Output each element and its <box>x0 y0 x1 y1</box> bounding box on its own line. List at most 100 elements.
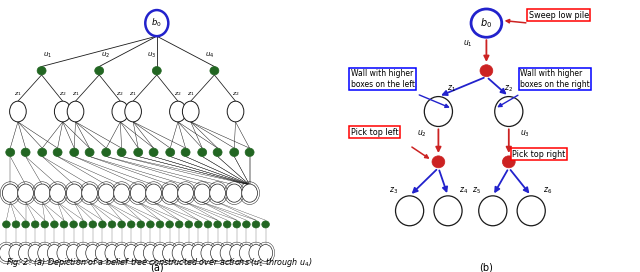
Ellipse shape <box>28 245 42 261</box>
Ellipse shape <box>210 184 225 202</box>
Ellipse shape <box>434 196 462 226</box>
Ellipse shape <box>3 184 18 202</box>
Ellipse shape <box>60 221 68 228</box>
Ellipse shape <box>12 221 20 228</box>
Ellipse shape <box>227 184 242 202</box>
Ellipse shape <box>38 148 47 156</box>
Ellipse shape <box>102 148 111 156</box>
Ellipse shape <box>131 184 146 202</box>
Ellipse shape <box>213 148 222 156</box>
Ellipse shape <box>89 221 97 228</box>
Ellipse shape <box>191 245 205 261</box>
Ellipse shape <box>70 148 79 156</box>
Ellipse shape <box>37 67 46 75</box>
Text: (b): (b) <box>479 263 493 272</box>
Ellipse shape <box>54 101 71 122</box>
Ellipse shape <box>198 148 207 156</box>
Ellipse shape <box>53 148 62 156</box>
Ellipse shape <box>178 184 193 202</box>
Ellipse shape <box>252 221 260 228</box>
Ellipse shape <box>243 221 250 228</box>
Ellipse shape <box>134 245 148 261</box>
Ellipse shape <box>124 245 138 261</box>
Ellipse shape <box>220 245 234 261</box>
Ellipse shape <box>195 221 202 228</box>
Ellipse shape <box>95 245 109 261</box>
Ellipse shape <box>239 245 253 261</box>
Ellipse shape <box>134 148 143 156</box>
Ellipse shape <box>41 221 49 228</box>
Ellipse shape <box>156 221 164 228</box>
Ellipse shape <box>6 148 15 156</box>
Text: $u_3$: $u_3$ <box>520 129 530 139</box>
Ellipse shape <box>147 221 154 228</box>
Text: Sweep low pile: Sweep low pile <box>529 11 589 20</box>
Ellipse shape <box>480 65 493 77</box>
Text: $u_2$: $u_2$ <box>417 129 427 139</box>
Text: $z_1$: $z_1$ <box>447 83 456 94</box>
Ellipse shape <box>137 221 145 228</box>
Ellipse shape <box>153 245 167 261</box>
Ellipse shape <box>163 184 178 202</box>
Ellipse shape <box>47 245 61 261</box>
Ellipse shape <box>67 245 81 261</box>
Ellipse shape <box>259 245 273 261</box>
Ellipse shape <box>479 196 507 226</box>
Ellipse shape <box>9 245 23 261</box>
Ellipse shape <box>0 245 13 261</box>
Ellipse shape <box>502 156 515 168</box>
Ellipse shape <box>70 221 77 228</box>
Ellipse shape <box>86 245 100 261</box>
Ellipse shape <box>230 148 239 156</box>
Ellipse shape <box>182 101 199 122</box>
Ellipse shape <box>112 101 129 122</box>
Ellipse shape <box>99 184 114 202</box>
Ellipse shape <box>115 245 129 261</box>
Ellipse shape <box>166 148 175 156</box>
Ellipse shape <box>22 221 29 228</box>
Ellipse shape <box>114 184 129 202</box>
Ellipse shape <box>146 184 161 202</box>
Text: $z_2$: $z_2$ <box>174 89 182 98</box>
Ellipse shape <box>149 148 158 156</box>
Text: $u_1$: $u_1$ <box>44 51 52 60</box>
Ellipse shape <box>57 245 71 261</box>
Ellipse shape <box>495 97 523 126</box>
Ellipse shape <box>125 101 141 122</box>
Text: Pick top left: Pick top left <box>351 128 398 137</box>
Ellipse shape <box>76 245 90 261</box>
Ellipse shape <box>185 221 193 228</box>
Text: $u_4$: $u_4$ <box>205 51 214 60</box>
Ellipse shape <box>245 148 254 156</box>
Ellipse shape <box>214 221 221 228</box>
Ellipse shape <box>166 221 173 228</box>
Text: $z_2$: $z_2$ <box>116 89 124 98</box>
Ellipse shape <box>152 67 161 75</box>
Ellipse shape <box>517 196 545 226</box>
Ellipse shape <box>108 221 116 228</box>
Text: $z_2$: $z_2$ <box>232 89 239 98</box>
Text: Wall with higher
boxes on the left: Wall with higher boxes on the left <box>351 69 415 89</box>
Text: $z_1$: $z_1$ <box>72 89 79 98</box>
Text: $z_5$: $z_5$ <box>472 186 481 196</box>
Ellipse shape <box>143 245 157 261</box>
Text: $z_1$: $z_1$ <box>129 89 137 98</box>
Ellipse shape <box>85 148 94 156</box>
Ellipse shape <box>18 184 33 202</box>
Ellipse shape <box>95 67 104 75</box>
Ellipse shape <box>51 221 58 228</box>
Ellipse shape <box>50 184 65 202</box>
Ellipse shape <box>230 245 244 261</box>
Text: Fig. 2: (a) Depiction of a belief tree constructed over actions ($u_1$ through $: Fig. 2: (a) Depiction of a belief tree c… <box>6 256 313 269</box>
Ellipse shape <box>21 148 30 156</box>
Ellipse shape <box>31 221 39 228</box>
Ellipse shape <box>172 245 186 261</box>
Text: $b_0$: $b_0$ <box>152 17 162 29</box>
Ellipse shape <box>223 221 231 228</box>
Ellipse shape <box>117 148 126 156</box>
Ellipse shape <box>195 184 210 202</box>
Ellipse shape <box>175 221 183 228</box>
Ellipse shape <box>82 184 97 202</box>
Ellipse shape <box>10 101 26 122</box>
Text: (a): (a) <box>150 263 164 272</box>
